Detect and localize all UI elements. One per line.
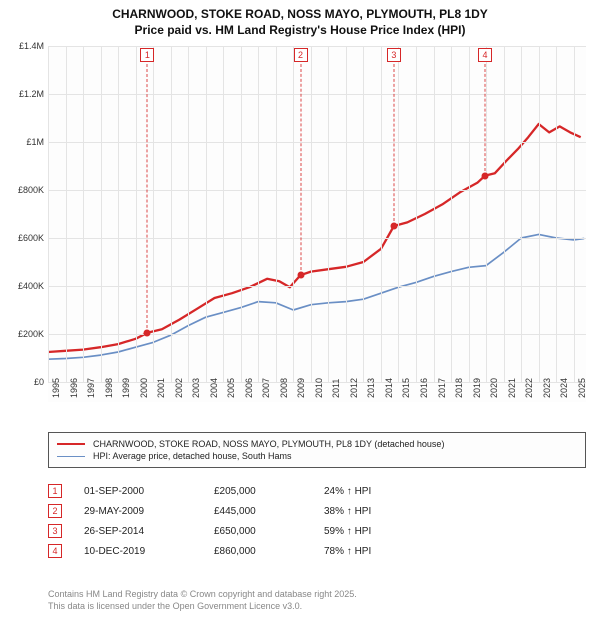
gridline-v bbox=[469, 46, 470, 382]
sale-row: 3 26-SEP-2014£650,00059% ↑ HPI bbox=[48, 524, 586, 538]
legend-swatch bbox=[57, 456, 85, 457]
y-axis-label: £1.4M bbox=[4, 41, 44, 51]
sale-row: 4 10-DEC-2019£860,00078% ↑ HPI bbox=[48, 544, 586, 558]
marker-line bbox=[147, 64, 148, 333]
sale-hpi: 24% ↑ HPI bbox=[324, 486, 371, 497]
y-axis-label: £200K bbox=[4, 329, 44, 339]
gridline-h bbox=[48, 142, 586, 143]
gridline-v bbox=[363, 46, 364, 382]
footer-line-2: This data is licensed under the Open Gov… bbox=[48, 600, 588, 612]
legend-item: HPI: Average price, detached house, Sout… bbox=[57, 451, 577, 461]
sale-row: 2 29-MAY-2009£445,00038% ↑ HPI bbox=[48, 504, 586, 518]
gridline-h bbox=[48, 46, 586, 47]
legend: CHARNWOOD, STOKE ROAD, NOSS MAYO, PLYMOU… bbox=[48, 432, 586, 468]
gridline-v bbox=[346, 46, 347, 382]
gridline-v bbox=[293, 46, 294, 382]
title-line-1: CHARNWOOD, STOKE ROAD, NOSS MAYO, PLYMOU… bbox=[0, 6, 600, 22]
y-axis-label: £1M bbox=[4, 137, 44, 147]
gridline-h bbox=[48, 94, 586, 95]
gridline-v bbox=[276, 46, 277, 382]
gridline-v bbox=[416, 46, 417, 382]
gridline-v bbox=[118, 46, 119, 382]
gridline-h bbox=[48, 286, 586, 287]
chart-container: CHARNWOOD, STOKE ROAD, NOSS MAYO, PLYMOU… bbox=[0, 0, 600, 620]
gridline-v bbox=[521, 46, 522, 382]
gridline-h bbox=[48, 190, 586, 191]
gridline-v bbox=[223, 46, 224, 382]
marker-dot bbox=[144, 329, 151, 336]
sale-marker-box: 3 bbox=[48, 524, 62, 538]
marker-dot bbox=[297, 272, 304, 279]
plot-area: £0£200K£400K£600K£800K£1M£1.2M£1.4M19951… bbox=[48, 46, 586, 382]
gridline-v bbox=[539, 46, 540, 382]
gridline-v bbox=[83, 46, 84, 382]
gridline-v bbox=[101, 46, 102, 382]
y-axis-label: £0 bbox=[4, 377, 44, 387]
legend-item: CHARNWOOD, STOKE ROAD, NOSS MAYO, PLYMOU… bbox=[57, 439, 577, 449]
footer-line-1: Contains HM Land Registry data © Crown c… bbox=[48, 588, 588, 600]
sale-date: 10-DEC-2019 bbox=[84, 546, 214, 557]
gridline-v bbox=[574, 46, 575, 382]
gridline-v bbox=[66, 46, 67, 382]
gridline-h bbox=[48, 238, 586, 239]
legend-label: CHARNWOOD, STOKE ROAD, NOSS MAYO, PLYMOU… bbox=[93, 439, 444, 449]
y-axis-label: £400K bbox=[4, 281, 44, 291]
sale-price: £205,000 bbox=[214, 486, 324, 497]
gridline-v bbox=[206, 46, 207, 382]
sale-row: 1 01-SEP-2000£205,00024% ↑ HPI bbox=[48, 484, 586, 498]
sale-marker-box: 4 bbox=[48, 544, 62, 558]
gridline-v bbox=[486, 46, 487, 382]
gridline-h bbox=[48, 334, 586, 335]
gridline-v bbox=[153, 46, 154, 382]
legend-label: HPI: Average price, detached house, Sout… bbox=[93, 451, 291, 461]
y-axis-label: £1.2M bbox=[4, 89, 44, 99]
marker-dot bbox=[390, 223, 397, 230]
marker-box: 3 bbox=[387, 48, 401, 62]
sale-price: £860,000 bbox=[214, 546, 324, 557]
marker-line bbox=[300, 64, 301, 275]
footer-text: Contains HM Land Registry data © Crown c… bbox=[48, 588, 588, 612]
marker-line bbox=[485, 64, 486, 176]
chart-svg bbox=[48, 46, 586, 382]
marker-dot bbox=[482, 172, 489, 179]
sale-marker-box: 2 bbox=[48, 504, 62, 518]
gridline-v bbox=[381, 46, 382, 382]
gridline-v bbox=[328, 46, 329, 382]
marker-line bbox=[393, 64, 394, 226]
gridline-v bbox=[241, 46, 242, 382]
gridline-v bbox=[188, 46, 189, 382]
sale-hpi: 59% ↑ HPI bbox=[324, 526, 371, 537]
gridline-v bbox=[48, 46, 49, 382]
y-axis-label: £600K bbox=[4, 233, 44, 243]
gridline-v bbox=[556, 46, 557, 382]
title-line-2: Price paid vs. HM Land Registry's House … bbox=[0, 22, 600, 38]
gridline-v bbox=[311, 46, 312, 382]
y-axis-label: £800K bbox=[4, 185, 44, 195]
sale-hpi: 78% ↑ HPI bbox=[324, 546, 371, 557]
sale-date: 29-MAY-2009 bbox=[84, 506, 214, 517]
gridline-v bbox=[258, 46, 259, 382]
chart-area: £0£200K£400K£600K£800K£1M£1.2M£1.4M19951… bbox=[48, 46, 586, 402]
sale-date: 01-SEP-2000 bbox=[84, 486, 214, 497]
sale-price: £445,000 bbox=[214, 506, 324, 517]
marker-box: 2 bbox=[294, 48, 308, 62]
legend-swatch bbox=[57, 443, 85, 445]
marker-box: 4 bbox=[478, 48, 492, 62]
sale-marker-box: 1 bbox=[48, 484, 62, 498]
sale-date: 26-SEP-2014 bbox=[84, 526, 214, 537]
sale-price: £650,000 bbox=[214, 526, 324, 537]
gridline-v bbox=[136, 46, 137, 382]
gridline-v bbox=[434, 46, 435, 382]
gridline-v bbox=[398, 46, 399, 382]
gridline-v bbox=[451, 46, 452, 382]
gridline-v bbox=[504, 46, 505, 382]
chart-title: CHARNWOOD, STOKE ROAD, NOSS MAYO, PLYMOU… bbox=[0, 0, 600, 38]
gridline-v bbox=[171, 46, 172, 382]
sales-table: 1 01-SEP-2000£205,00024% ↑ HPI 2 29-MAY-200… bbox=[48, 478, 586, 564]
sale-hpi: 38% ↑ HPI bbox=[324, 506, 371, 517]
marker-box: 1 bbox=[140, 48, 154, 62]
